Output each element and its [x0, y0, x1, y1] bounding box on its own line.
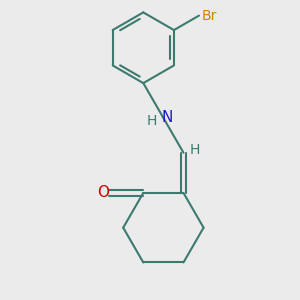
Text: H: H	[190, 143, 200, 157]
Text: H: H	[146, 114, 157, 128]
Text: N: N	[161, 110, 173, 125]
Text: O: O	[97, 185, 109, 200]
Text: Br: Br	[202, 9, 217, 22]
